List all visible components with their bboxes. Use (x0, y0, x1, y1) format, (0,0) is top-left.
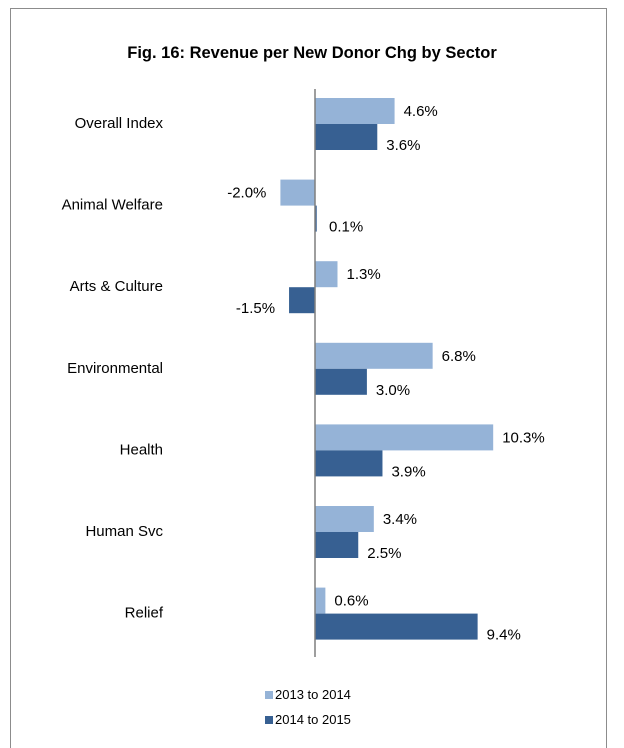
legend-item-series-2: 2014 to 2015 (265, 712, 351, 727)
category-label: Health (120, 441, 163, 458)
bar (280, 179, 315, 206)
category-label: Relief (125, 605, 164, 622)
bar (315, 506, 374, 532)
bar (315, 261, 338, 288)
category-label: Animal Welfare (62, 197, 163, 214)
legend-label-series-1: 2013 to 2014 (275, 687, 351, 702)
bar (289, 287, 315, 314)
data-label: 2.5% (367, 545, 401, 562)
data-label: -1.5% (236, 300, 275, 317)
data-label: 4.6% (404, 103, 438, 120)
bar (315, 205, 317, 232)
legend-swatch-series-2 (265, 716, 273, 724)
bar (315, 98, 395, 124)
legend-item-series-1: 2013 to 2014 (265, 687, 351, 702)
data-label: 0.1% (329, 219, 363, 236)
data-label: -2.0% (227, 185, 266, 202)
chart-frame (10, 8, 607, 748)
chart-title: Fig. 16: Revenue per New Donor Chg by Se… (127, 44, 497, 62)
data-label: 1.3% (346, 266, 380, 283)
bar (315, 613, 478, 640)
category-label: Human Svc (85, 523, 163, 540)
data-label: 3.4% (383, 511, 417, 528)
bar (315, 450, 383, 477)
data-label: 6.8% (442, 348, 476, 365)
category-label: Arts & Culture (70, 278, 163, 295)
legend-swatch-series-1 (265, 691, 273, 699)
category-label: Overall Index (75, 115, 164, 132)
data-label: 0.6% (334, 593, 368, 610)
legend-label-series-2: 2014 to 2015 (275, 712, 351, 727)
bar (315, 587, 326, 614)
data-label: 3.9% (391, 463, 425, 480)
data-label: 3.6% (386, 137, 420, 154)
bar (315, 532, 359, 558)
bar (315, 424, 494, 451)
bar (315, 342, 433, 369)
data-label: 3.0% (376, 382, 410, 399)
category-label: Environmental (67, 360, 163, 377)
bar (315, 124, 378, 150)
data-label: 9.4% (487, 627, 521, 644)
data-label: 10.3% (502, 429, 545, 446)
bar (315, 368, 367, 395)
